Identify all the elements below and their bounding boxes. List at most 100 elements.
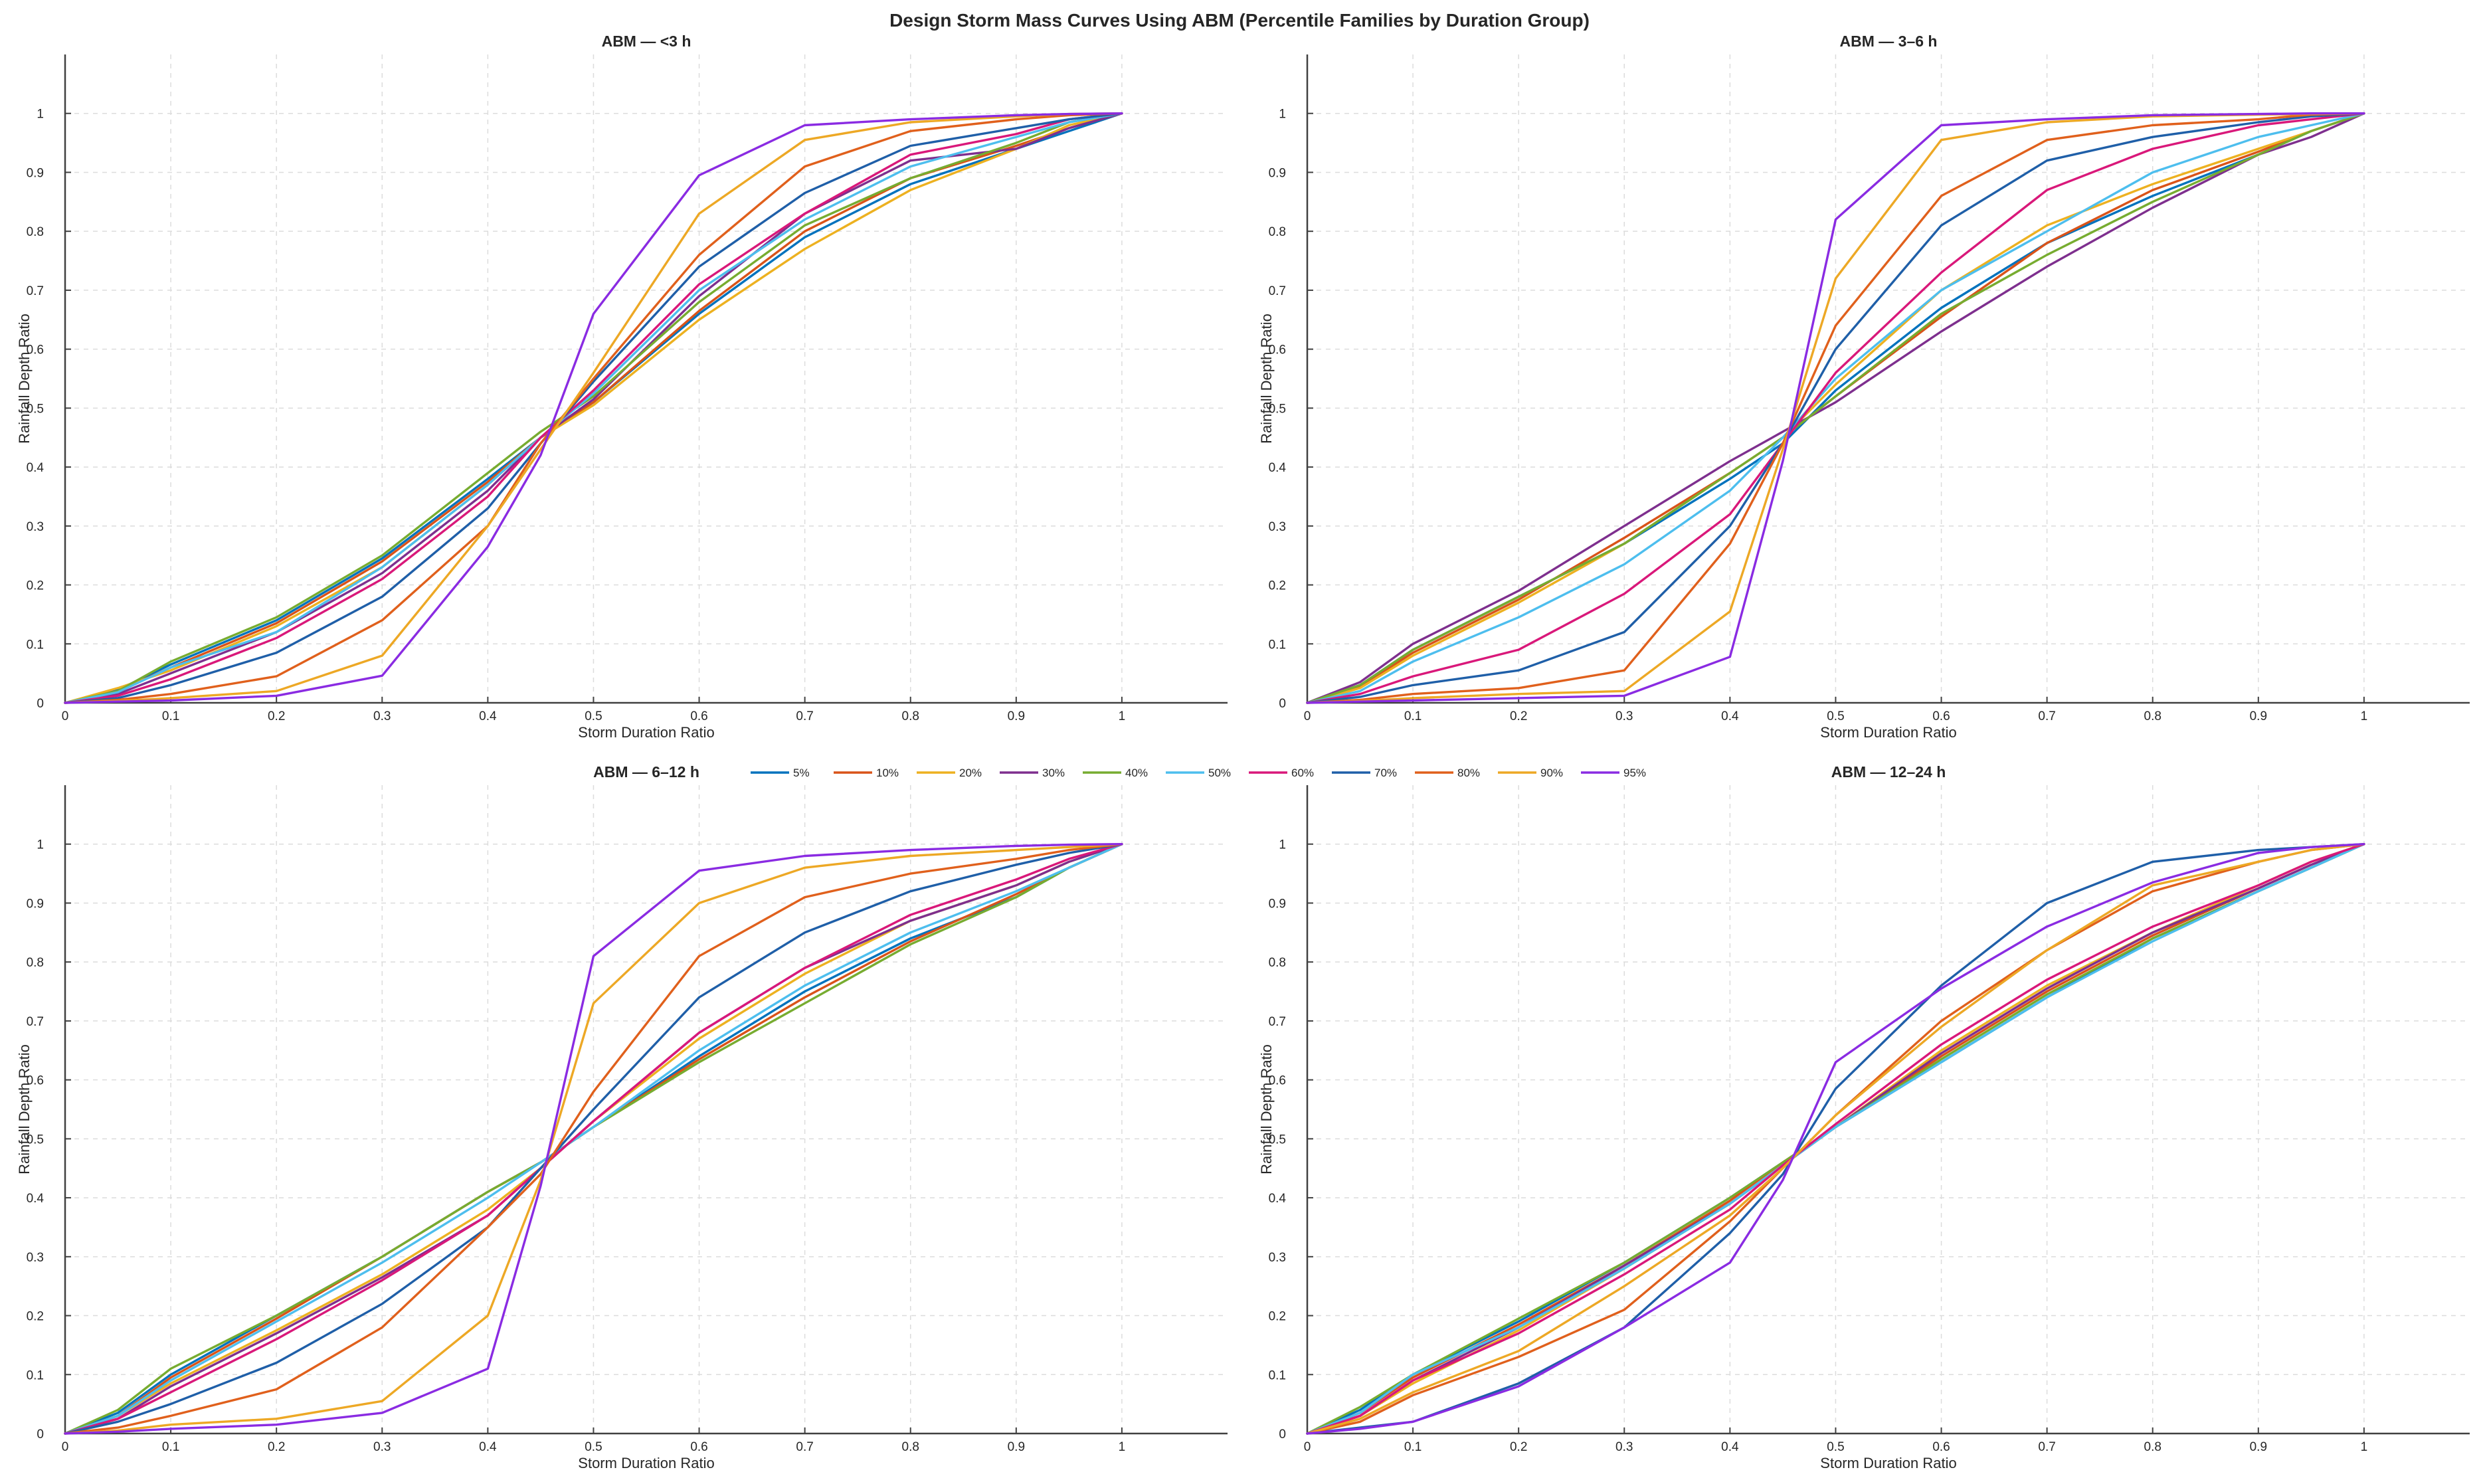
x-tick-label: 0.1 (162, 709, 179, 723)
legend-label: 80% (1457, 767, 1480, 779)
x-tick-label: 0.9 (2250, 1440, 2267, 1454)
legend-item: 10% (834, 767, 899, 779)
series-line-90pct (64, 112, 1123, 704)
y-tick-label: 0.3 (27, 1251, 44, 1265)
x-tick-label: 0.3 (1615, 709, 1633, 723)
y-tick-label: 0.6 (1269, 343, 1286, 357)
x-tick-label: 0.6 (690, 1440, 707, 1454)
y-tick-label: 0.5 (1269, 1133, 1286, 1147)
y-tick-label: 0.9 (27, 897, 44, 911)
series-line-70pct (64, 842, 1123, 1435)
x-tick-label: 0.8 (902, 1440, 919, 1454)
panel-4: 0 0.1 0.2 0.3 0.4 0.5 0.6 0.7 0.8 0.9 1 0 0.1 0.2 0.3 0… (1258, 763, 2470, 1471)
legend-item: 60% (1249, 767, 1314, 779)
x-tick-label: 0.9 (1008, 1440, 1025, 1454)
legend-item: 50% (1166, 767, 1231, 779)
series-line-90pct (64, 842, 1123, 1435)
x-tick-label: 0.7 (2038, 1440, 2055, 1454)
legend-item: 30% (1000, 767, 1065, 779)
x-tick-label: 0.6 (690, 709, 707, 723)
x-tick-label: 0 (1304, 709, 1311, 723)
x-tick-label: 0.6 (1932, 709, 1950, 723)
legend-label: 30% (1042, 767, 1065, 779)
y-tick-label: 0.3 (1269, 520, 1286, 534)
x-tick-label: 0.2 (268, 709, 285, 723)
series-line-20pct (1306, 112, 2365, 704)
legend-item: 95% (1581, 767, 1646, 779)
x-tick-label: 1 (1119, 1440, 1126, 1454)
legend-label: 50% (1208, 767, 1231, 779)
x-tick-label: 0.8 (2144, 709, 2161, 723)
x-tick-label: 0.7 (796, 709, 813, 723)
x-tick-label: 0.4 (1721, 709, 1739, 723)
x-tick-label: 0.5 (585, 709, 602, 723)
x-axis-label: Storm Duration Ratio (578, 1455, 714, 1471)
series-line-60pct (1306, 842, 2365, 1435)
x-tick-label: 0.1 (162, 1440, 179, 1454)
legend-item: 40% (1083, 767, 1148, 779)
x-tick-label: 1 (2361, 709, 2368, 723)
y-tick-label: 0.2 (1269, 579, 1286, 593)
y-tick-label: 0.1 (27, 1368, 44, 1382)
legend-label: 95% (1623, 767, 1646, 779)
legend-item: 5% (751, 767, 810, 779)
series-line-80pct (1306, 112, 2365, 704)
y-tick-label: 0.5 (27, 402, 44, 416)
x-tick-label: 0.3 (373, 1440, 391, 1454)
x-tick-label: 0.9 (1008, 709, 1025, 723)
legend-item: 90% (1498, 767, 1563, 779)
x-tick-label: 0.2 (1510, 1440, 1527, 1454)
legend-label: 5% (793, 767, 810, 779)
y-tick-label: 0.8 (1269, 225, 1286, 239)
y-tick-label: 0.7 (1269, 284, 1286, 298)
y-tick-label: 0 (37, 1428, 44, 1441)
y-tick-label: 0.7 (27, 1015, 44, 1029)
x-axis-label: Storm Duration Ratio (1820, 1455, 1956, 1471)
x-tick-label: 0.5 (585, 1440, 602, 1454)
figure-title: Design Storm Mass Curves Using ABM (Perc… (889, 10, 1590, 31)
x-tick-label: 0.3 (1615, 1440, 1633, 1454)
y-tick-label: 0.9 (1269, 897, 1286, 911)
x-tick-label: 0.5 (1827, 709, 1844, 723)
x-tick-label: 0.1 (1404, 1440, 1422, 1454)
x-axis-label: Storm Duration Ratio (1820, 724, 1956, 741)
series-line-50pct (1306, 842, 2365, 1435)
panels: 0 0.1 0.2 0.3 0.4 0.5 0.6 0.7 0.8 0.9 1 0 0.1 0.2 0.3 0… (16, 33, 2470, 1471)
y-tick-label: 0.7 (1269, 1015, 1286, 1029)
series-line-20pct (64, 112, 1123, 704)
y-tick-label: 0.8 (27, 225, 44, 239)
x-tick-label: 0.3 (373, 709, 391, 723)
x-tick-label: 0.6 (1932, 1440, 1950, 1454)
series-line-80pct (64, 842, 1123, 1435)
x-tick-label: 1 (2361, 1440, 2368, 1454)
series-line-70pct (1306, 112, 2365, 704)
x-tick-label: 0.5 (1827, 1440, 1844, 1454)
y-tick-label: 0.7 (27, 284, 44, 298)
y-tick-label: 0.6 (1269, 1074, 1286, 1088)
legend-item: 70% (1332, 767, 1397, 779)
x-tick-label: 0.4 (479, 1440, 497, 1454)
series-line-95pct (64, 112, 1123, 704)
panel-3: 0 0.1 0.2 0.3 0.4 0.5 0.6 0.7 0.8 0.9 1 0 0.1 0.2 0.3 0… (16, 763, 1228, 1471)
y-tick-label: 0.4 (1269, 461, 1287, 475)
y-tick-label: 0.6 (27, 1074, 44, 1088)
y-tick-label: 0 (37, 697, 44, 711)
legend-label: 10% (876, 767, 899, 779)
x-tick-label: 0.4 (1721, 1440, 1739, 1454)
x-tick-label: 0.9 (2250, 709, 2267, 723)
legend-label: 70% (1374, 767, 1397, 779)
x-tick-label: 0.2 (268, 1440, 285, 1454)
y-tick-label: 0.2 (27, 1310, 44, 1324)
series-line-30pct (64, 112, 1123, 704)
legend-item: 20% (917, 767, 982, 779)
legend: 5% 10% 20% 30% 40% 50% 60% 70% 80% 90% 95% (751, 767, 1646, 779)
y-tick-label: 0.2 (1269, 1310, 1286, 1324)
y-tick-label: 0.3 (27, 520, 44, 534)
x-tick-label: 0 (62, 1440, 69, 1454)
y-tick-label: 0 (1279, 697, 1286, 711)
y-tick-label: 0.9 (27, 166, 44, 180)
y-tick-label: 0.4 (1269, 1192, 1287, 1206)
panel-title: ABM — 12–24 h (1831, 763, 1946, 781)
series-line-95pct (1306, 112, 2365, 704)
series-line-40pct (1306, 112, 2365, 704)
